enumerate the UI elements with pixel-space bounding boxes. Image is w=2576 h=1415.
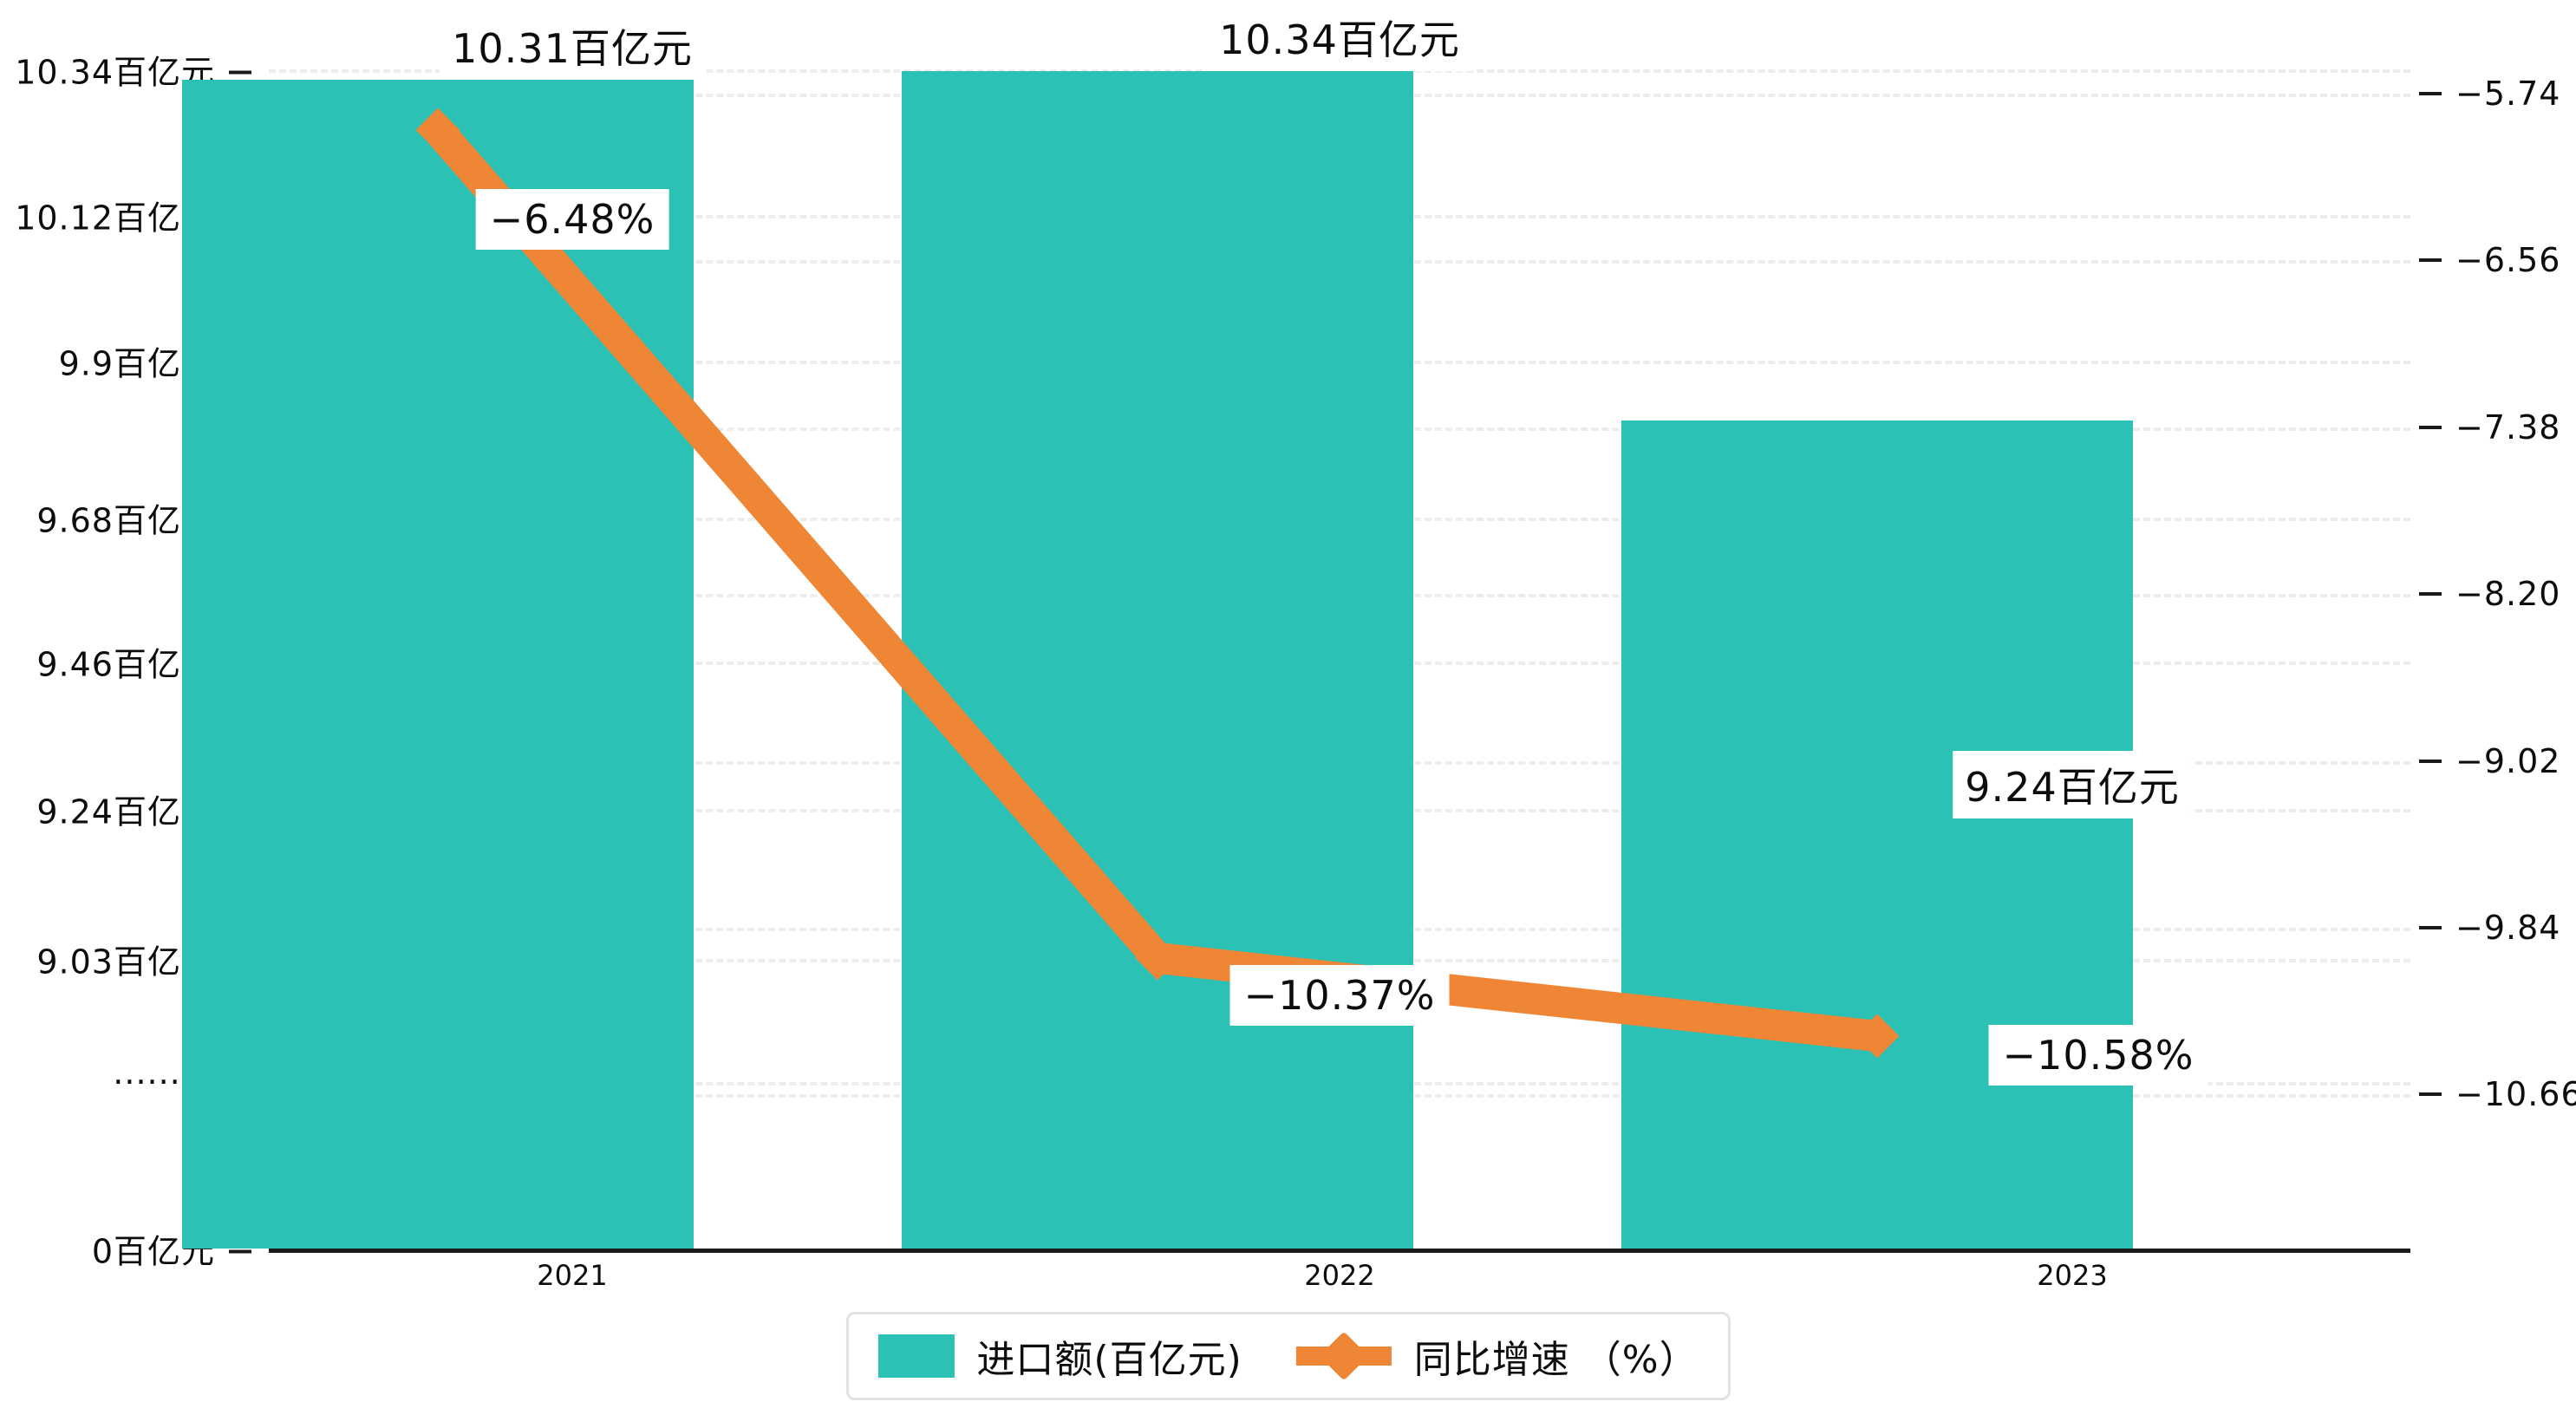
y-axis-right-tick: −9.84 [2419,909,2560,947]
tick-dash-icon [229,1249,251,1253]
x-axis-tick-2022: 2022 [1304,1259,1375,1292]
y-axis-right-tick: −8.20 [2419,575,2560,613]
y-axis-right-tick-label: −7.38 [2455,408,2561,447]
tick-dash-icon [2419,1092,2442,1096]
tick-dash-icon [2419,258,2442,262]
x-axis-tick-2021: 2021 [537,1259,608,1292]
legend: 进口额(百亿元) 同比增速 （%） [845,1312,1731,1400]
legend-label-yoy-growth: 同比增速 （%） [1413,1338,1699,1382]
y-axis-right-tick-label: −9.02 [2455,742,2561,780]
y-axis-right-tick: −6.56 [2419,241,2560,279]
legend-item-import-amount[interactable]: 进口额(百亿元) [877,1328,1242,1384]
y-axis-left-tick: 10.12百亿元 [15,192,251,239]
bar-2021[interactable] [182,80,694,1249]
y-axis-left-tick-label: 10.34百亿元 [15,53,215,92]
legend-bar-swatch-icon [877,1334,955,1378]
y-axis-right-tick: −7.38 [2419,408,2560,447]
y-axis-right-tick: −9.02 [2419,742,2560,780]
y-axis-left-tick-label: 10.12百亿元 [15,199,215,238]
y-axis-right-tick-label: −6.56 [2455,241,2561,279]
tick-dash-icon [229,70,251,74]
legend-line-swatch-icon [1295,1331,1392,1381]
tick-dash-icon [2419,91,2442,95]
x-axis-baseline [269,1249,2410,1253]
bar-value-label-2021: 10.31百亿元 [440,12,705,80]
line-value-label-2023: −10.58% [1988,1025,2208,1086]
bar-2023[interactable] [1621,421,2133,1249]
legend-label-import-amount: 进口额(百亿元) [976,1338,1242,1382]
bar-value-label-2022: 10.34百亿元 [1207,3,1472,71]
tick-dash-icon [2419,925,2442,929]
y-axis-right-tick-label: −8.20 [2455,575,2561,613]
tick-dash-icon [2419,759,2442,763]
bar-value-label-2023: 9.24百亿元 [1953,751,2192,818]
y-axis-right-tick-label: −5.74 [2455,75,2561,113]
bar-2022[interactable] [902,71,1413,1249]
line-value-label-2022: −10.37% [1229,965,1450,1026]
x-axis-tick-2023: 2023 [2037,1259,2108,1292]
legend-diamond-marker-icon [1319,1331,1369,1381]
legend-item-yoy-growth[interactable]: 同比增速 （%） [1295,1328,1699,1384]
y-axis-left-tick: 10.34百亿元 [15,46,251,94]
y-axis-right-tick: −5.74 [2419,75,2560,113]
y-axis-right-tick: −10.66 [2419,1075,2576,1113]
line-value-label-2021: −6.48% [475,189,669,250]
y-axis-right-tick-label: −10.66 [2455,1075,2576,1113]
tick-dash-icon [2419,591,2442,596]
y-axis-right-tick-label: −9.84 [2455,909,2561,947]
tick-dash-icon [2419,425,2442,429]
